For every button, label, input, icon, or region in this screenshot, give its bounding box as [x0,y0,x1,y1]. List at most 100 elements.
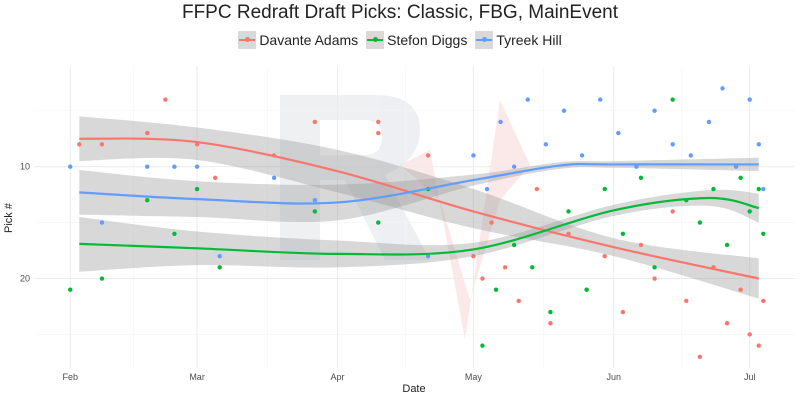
data-point-davante-adams [502,265,508,270]
data-point-tyreek-hill [145,164,150,169]
data-point-tyreek-hill [99,220,105,225]
data-point-tyreek-hill [688,153,694,158]
data-point-stefon-diggs [756,186,761,192]
data-point-davante-adams [756,343,761,348]
data-point-davante-adams [652,276,657,281]
data-point-davante-adams [312,119,318,125]
data-point-davante-adams [99,142,105,147]
data-point-stefon-diggs [99,276,105,281]
data-point-davante-adams [480,276,485,281]
y-axis-title: Pick # [3,202,15,233]
legend-item-tyreek-hill[interactable]: Tyreek Hill [475,31,562,49]
data-point-stefon-diggs [738,175,743,181]
legend: Davante Adams Stefon Diggs Tyreek Hill [0,31,800,49]
data-point-tyreek-hill [634,164,639,169]
data-point-davante-adams [738,287,743,292]
data-point-davante-adams [548,321,553,326]
data-point-tyreek-hill [720,86,725,91]
data-point-davante-adams [516,298,521,304]
x-tick-label: May [465,372,483,382]
data-point-davante-adams [761,298,766,304]
data-point-stefon-diggs [566,209,571,214]
data-point-stefon-diggs [493,287,499,292]
data-point-tyreek-hill [271,175,277,181]
data-point-tyreek-hill [525,97,530,102]
legend-key-tyreek-hill [475,31,494,49]
data-point-tyreek-hill [217,253,222,259]
data-point-davante-adams [77,142,82,147]
data-point-stefon-diggs [697,220,703,225]
y-tick-label: 10 [20,162,30,172]
data-point-davante-adams [145,130,150,136]
data-point-tyreek-hill [761,186,766,192]
data-point-tyreek-hill [312,198,318,203]
y-tick-label: 20 [20,274,30,284]
data-point-davante-adams [697,354,703,360]
data-point-tyreek-hill [484,186,490,192]
data-point-davante-adams [425,153,431,158]
x-tick-label: Mar [189,372,205,382]
grid [34,66,795,368]
x-tick-label: Jul [744,372,756,382]
data-point-stefon-diggs [172,231,177,236]
x-axis-ticks: Feb Mar Apr May Jun Jul [62,372,755,382]
data-point-stefon-diggs [620,231,626,236]
data-point-stefon-diggs [711,186,716,192]
data-point-tyreek-hill [652,108,657,113]
legend-key-stefon-diggs [366,31,385,49]
x-tick-label: Apr [330,372,344,382]
data-point-tyreek-hill [706,119,712,125]
data-point-tyreek-hill [756,142,761,147]
data-point-tyreek-hill [511,164,517,169]
trend-line-davante-adams [79,137,759,280]
data-point-stefon-diggs [761,231,766,236]
data-point-davante-adams [724,321,730,326]
data-point-stefon-diggs [652,265,657,270]
data-point-stefon-diggs [511,242,517,248]
data-point-stefon-diggs [602,186,607,192]
data-point-davante-adams [534,186,540,192]
data-point-davante-adams [163,97,168,102]
data-point-tyreek-hill [543,142,549,147]
data-point-tyreek-hill [733,164,739,169]
data-point-tyreek-hill [471,153,476,158]
data-point-tyreek-hill [670,142,675,147]
data-point-stefon-diggs [217,265,222,270]
legend-label-stefon-diggs: Stefon Diggs [387,32,468,48]
data-point-davante-adams [684,298,689,304]
data-point-davante-adams [602,253,607,259]
legend-key-davante-adams [238,31,257,49]
data-point-stefon-diggs [312,209,318,214]
ci-ribbon-davante-adams [79,116,759,299]
data-point-stefon-diggs [584,287,589,292]
data-point-davante-adams [747,332,752,337]
data-point-stefon-diggs [145,198,150,203]
data-point-davante-adams [670,209,675,214]
data-point-tyreek-hill [561,108,567,113]
legend-item-stefon-diggs[interactable]: Stefon Diggs [366,31,467,49]
data-point-tyreek-hill [194,164,200,169]
x-tick-label: Jun [607,372,622,382]
data-point-tyreek-hill [616,130,621,136]
data-point-davante-adams [212,175,218,181]
trend-line-stefon-diggs [79,196,760,256]
y-axis-ticks: 10 20 [20,162,30,284]
data-point-tyreek-hill [579,153,585,158]
data-point-stefon-diggs [638,175,644,181]
data-point-davante-adams [376,130,381,136]
trend-line-tyreek-hill [79,162,759,205]
data-point-stefon-diggs [747,209,752,214]
data-point-stefon-diggs [548,309,553,315]
legend-item-davante-adams[interactable]: Davante Adams [238,31,358,49]
data-points [68,86,766,360]
data-point-davante-adams [376,119,381,125]
data-point-tyreek-hill [498,119,503,125]
legend-label-tyreek-hill: Tyreek Hill [496,32,562,48]
data-point-davante-adams [620,309,626,315]
data-point-stefon-diggs [670,97,675,102]
data-point-davante-adams [638,242,644,248]
data-point-stefon-diggs [724,242,730,248]
data-point-tyreek-hill [598,97,603,102]
data-point-stefon-diggs [194,186,200,192]
